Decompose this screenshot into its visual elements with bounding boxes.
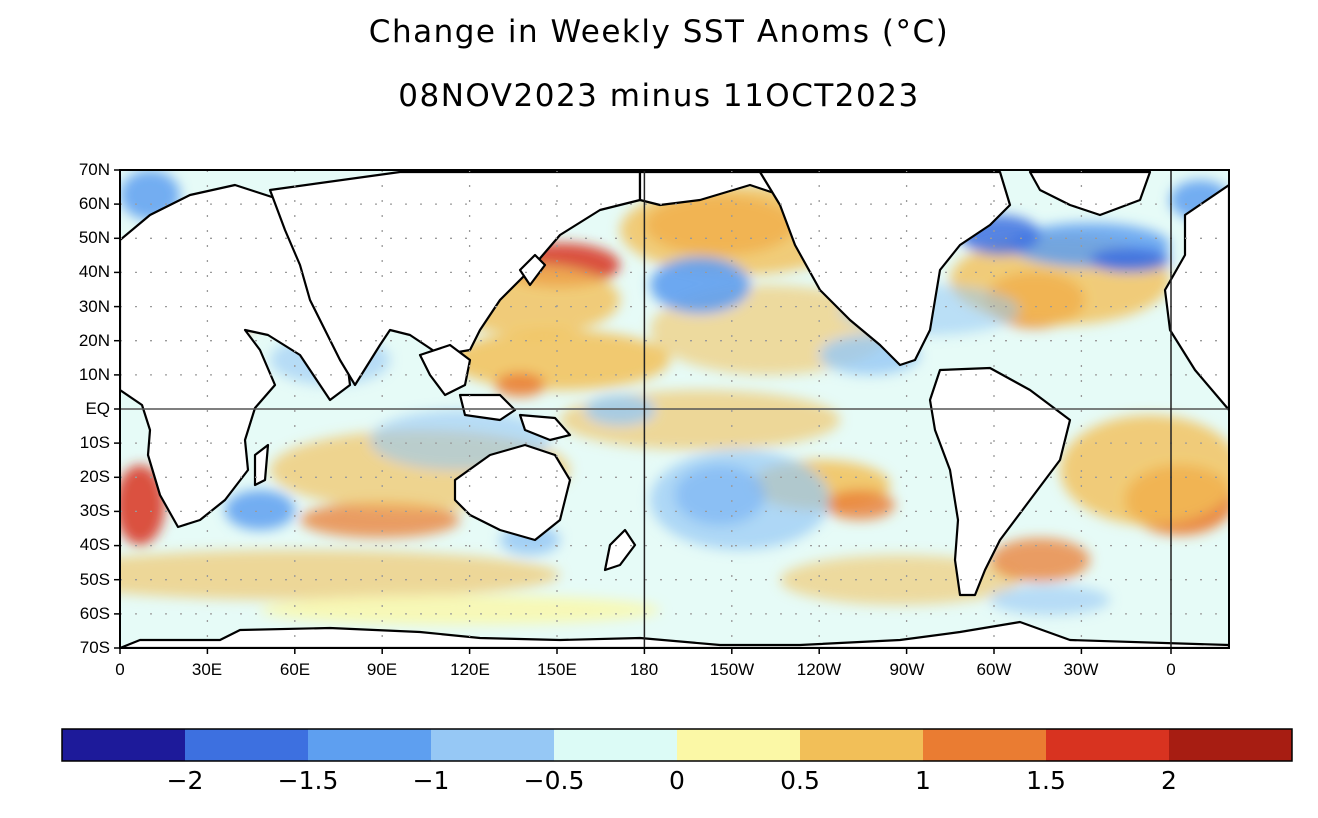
australia	[453, 443, 572, 542]
southeast-asia	[418, 343, 472, 397]
lon-label-60w: 60W	[976, 660, 1012, 679]
lat-label-60n: 60N	[78, 194, 110, 213]
antarctica	[120, 620, 1229, 648]
lat-label-20n: 20N	[78, 331, 110, 350]
colorbar	[61, 728, 1293, 762]
lat-label-70n: 70N	[78, 160, 110, 179]
lat-label-40n: 40N	[78, 262, 110, 281]
lat-label-10s: 10S	[79, 433, 110, 452]
lon-label-0-east: 0	[1166, 660, 1176, 679]
lat-label-10n: 10N	[78, 365, 110, 384]
lat-label-30s: 30S	[79, 501, 110, 520]
lon-ticks	[119, 648, 1172, 654]
colorbar-bin-1	[62, 729, 185, 761]
map-subtitle: 08NOV2023 minus 11OCT2023	[398, 78, 920, 114]
colorbar-bin-4	[431, 729, 554, 761]
iberia-africa-west	[1163, 183, 1229, 412]
south-america	[928, 366, 1072, 597]
north-america	[758, 170, 1012, 367]
lon-label-150e: 150E	[537, 660, 577, 679]
colorbar-label-1-5: 1.5	[1026, 766, 1066, 795]
colorbar-label-2: 2	[1161, 766, 1177, 795]
colorbar-bin-9	[1046, 729, 1169, 761]
lat-label-50n: 50N	[78, 228, 110, 247]
madagascar	[253, 443, 270, 487]
greenland	[1028, 170, 1152, 217]
lon-label-90e: 90E	[366, 660, 398, 679]
lat-label-60s: 60S	[79, 604, 110, 623]
lat-label-40s: 40S	[79, 535, 110, 554]
colorbar-bin-3	[308, 729, 431, 761]
colorbar-bin-6	[677, 729, 800, 761]
continents	[120, 170, 1229, 648]
colorbar-label-neg1: −1	[412, 766, 450, 795]
map-title: Change in Weekly SST Anoms (°C)	[368, 14, 950, 50]
map-area	[120, 170, 1229, 648]
indonesia	[458, 393, 517, 422]
lat-ticks	[114, 169, 120, 649]
lat-label-70s: 70S	[79, 638, 110, 657]
colorbar-label-neg2: −2	[166, 766, 204, 795]
colorbar-label-1: 1	[915, 766, 931, 795]
lon-label-30e: 30E	[191, 660, 223, 679]
colorbar-bin-10	[1169, 729, 1292, 761]
new-guinea	[518, 413, 572, 442]
lat-label-20s: 20S	[79, 467, 110, 486]
japan	[518, 253, 547, 287]
lon-label-0: 0	[115, 660, 125, 679]
lon-label-120e: 120E	[450, 660, 490, 679]
lat-label-50s: 50S	[79, 570, 110, 589]
lon-label-60e: 60E	[279, 660, 311, 679]
lat-label-eq: EQ	[85, 399, 110, 418]
lon-label-120w: 120W	[796, 660, 842, 679]
colorbar-label-0-5: 0.5	[780, 766, 820, 795]
lon-label-180: 180	[629, 660, 659, 679]
new-zealand	[603, 528, 637, 572]
lat-label-30n: 30N	[78, 297, 110, 316]
colorbar-label-0: 0	[669, 766, 685, 795]
lon-label-150w: 150W	[709, 660, 755, 679]
lon-label-90w: 90W	[889, 660, 925, 679]
colorbar-bin-5	[554, 729, 677, 761]
colorbar-bin-7	[800, 729, 923, 761]
colorbar-label-neg0-5: −0.5	[523, 766, 585, 795]
colorbar-label-neg1-5: −1.5	[277, 766, 339, 795]
colorbar-bin-8	[923, 729, 1046, 761]
lon-label-30w: 30W	[1063, 660, 1099, 679]
colorbar-bin-2	[185, 729, 308, 761]
